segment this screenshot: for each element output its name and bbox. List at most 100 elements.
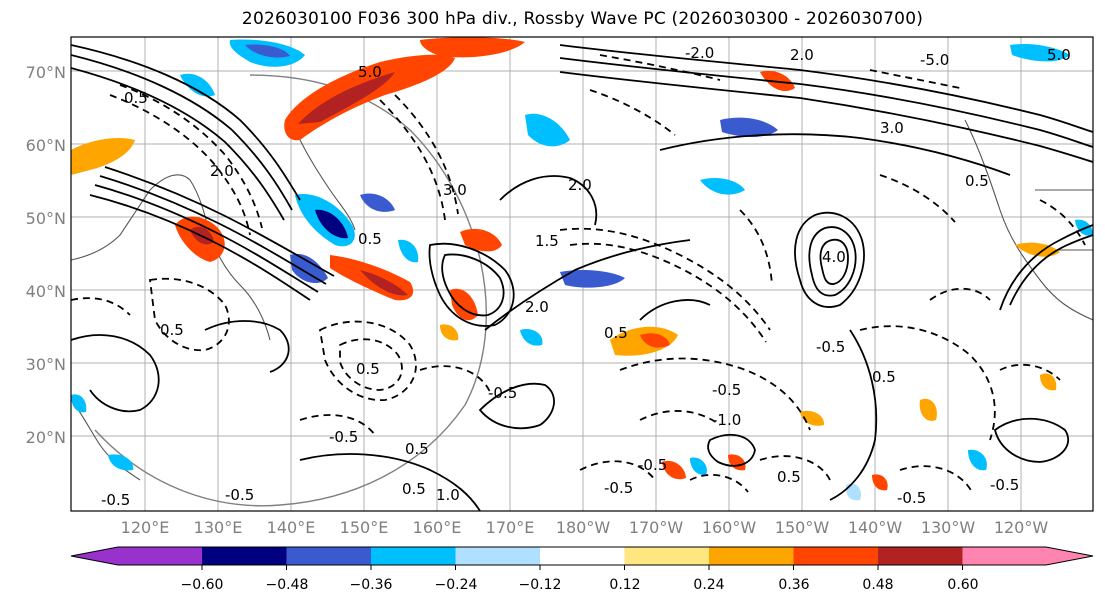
map-plot-area: 0.5 2.0 3.0 0.5 2.0 2.0 0.5 0.5 -0.5 0.5… bbox=[70, 36, 1094, 512]
contour-label: -0.5 bbox=[990, 476, 1019, 494]
contour-label: 2.0 bbox=[210, 162, 234, 180]
shade-positive bbox=[440, 324, 459, 341]
contour-label: 0.5 bbox=[402, 480, 426, 498]
contour-label: 4.0 bbox=[822, 248, 846, 266]
shade-positive bbox=[420, 37, 525, 58]
shade-positive bbox=[872, 474, 888, 491]
contour-label: 0.5 bbox=[160, 321, 184, 339]
solid-contours bbox=[71, 44, 1093, 511]
contour-label: -0.5 bbox=[604, 479, 633, 497]
contour-label: 2.0 bbox=[568, 176, 592, 194]
shade-negative bbox=[315, 209, 348, 239]
shade-negative bbox=[1010, 44, 1070, 62]
colorbar-tick-label: −0.60 bbox=[181, 577, 224, 593]
contour-label: 5.0 bbox=[358, 63, 382, 81]
colorbar-tick-label: 0.36 bbox=[778, 577, 809, 593]
contour-label: -5.0 bbox=[920, 51, 949, 69]
reference-arc bbox=[94, 74, 487, 507]
shade-negative bbox=[398, 239, 419, 263]
lat-label-20n: 20°N bbox=[26, 428, 66, 447]
contour-labels: 0.5 2.0 3.0 0.5 2.0 2.0 0.5 0.5 -0.5 0.5… bbox=[101, 44, 1071, 509]
colorbar-segment bbox=[286, 547, 371, 565]
lon-label: 140°W bbox=[848, 518, 903, 537]
shade-negative bbox=[180, 73, 215, 97]
contour-label: -0.5 bbox=[897, 489, 926, 507]
shade-positive bbox=[360, 270, 408, 296]
contour-label: -0.5 bbox=[225, 486, 254, 504]
shade-negative bbox=[360, 193, 395, 212]
colorbar-segment bbox=[71, 547, 202, 565]
contour-label: -0.5 bbox=[101, 491, 130, 509]
colorbar-segment bbox=[878, 547, 963, 565]
colorbar-segment bbox=[624, 547, 709, 565]
colorbar-tick-labels: −0.60 −0.48 −0.36 −0.24 −0.12 0.12 0.24 … bbox=[181, 577, 979, 593]
colorbar-tick-label: 0.24 bbox=[693, 577, 724, 593]
colorbar-segment bbox=[371, 547, 456, 565]
contour-label: 0.5 bbox=[777, 468, 801, 486]
shade-negative bbox=[108, 454, 134, 471]
shade-negative bbox=[71, 394, 87, 413]
contour-label: -0.5 bbox=[816, 338, 845, 356]
contour-label: 3.0 bbox=[443, 181, 467, 199]
shade-negative bbox=[560, 270, 625, 288]
lon-label: 160°W bbox=[702, 518, 757, 537]
shade-positive bbox=[800, 410, 825, 426]
lon-label: 170°E bbox=[486, 518, 535, 537]
shade-negative bbox=[968, 449, 987, 471]
contour-label: 0.5 bbox=[965, 172, 989, 190]
map-title: 2026030100 F036 300 hPa div., Rossby Wav… bbox=[241, 9, 924, 29]
lat-label-30n: 30°N bbox=[26, 355, 66, 374]
colorbar-tick-label: −0.36 bbox=[350, 577, 393, 593]
contour-label: 3.0 bbox=[880, 119, 904, 137]
longitude-labels: 120°E 130°E 140°E 150°E 160°E 170°E 180°… bbox=[121, 518, 1049, 537]
colorbar-segment bbox=[793, 547, 878, 565]
contour-label: 0.5 bbox=[358, 230, 382, 248]
colorbar: −0.60 −0.48 −0.36 −0.24 −0.12 0.12 0.24 … bbox=[70, 546, 1094, 593]
shade-positive bbox=[71, 138, 135, 175]
lon-label: 170°W bbox=[629, 518, 684, 537]
lat-label-50n: 50°N bbox=[26, 209, 66, 228]
shade-negative bbox=[720, 117, 778, 137]
contour-label: -0.5 bbox=[488, 384, 517, 402]
contour-label: 0.5 bbox=[405, 440, 429, 458]
shade-negative bbox=[520, 328, 543, 346]
lat-label-40n: 40°N bbox=[26, 282, 66, 301]
shade-positive bbox=[284, 54, 455, 141]
contour-label: -2.0 bbox=[685, 44, 714, 62]
contour-label: 0.5 bbox=[604, 324, 628, 342]
shade-negative bbox=[690, 457, 707, 476]
lat-label-60n: 60°N bbox=[26, 136, 66, 155]
latitude-labels: 70°N 60°N 50°N 40°N 30°N 20°N bbox=[26, 63, 66, 447]
shade-negative bbox=[700, 178, 745, 195]
contour-label: 2.0 bbox=[525, 298, 549, 316]
lon-label: 160°E bbox=[413, 518, 462, 537]
colorbar-tick-label: −0.48 bbox=[266, 577, 309, 593]
colorbar-tick-label: 0.12 bbox=[609, 577, 640, 593]
contour-label: 0.5 bbox=[356, 360, 380, 378]
graticule bbox=[71, 37, 1093, 511]
contour-label: -1.0 bbox=[712, 411, 741, 429]
colorbar-tick-label: 0.48 bbox=[862, 577, 893, 593]
lon-label: 150°W bbox=[775, 518, 830, 537]
shade-positive bbox=[919, 398, 937, 421]
colorbar-segment bbox=[709, 547, 794, 565]
contour-label: 1.0 bbox=[436, 486, 460, 504]
shade-negative bbox=[290, 253, 328, 284]
colorbar-tick-label: −0.12 bbox=[519, 577, 562, 593]
lon-label: 130°E bbox=[194, 518, 243, 537]
colorbar-segment bbox=[962, 547, 1093, 565]
shade-negative bbox=[525, 113, 570, 147]
colorbar-tick-label: 0.60 bbox=[947, 577, 978, 593]
colorbar-ticks bbox=[201, 565, 963, 570]
dashed-contours bbox=[71, 54, 1086, 493]
contour-label: -0.5 bbox=[329, 428, 358, 446]
lon-label: 150°E bbox=[340, 518, 389, 537]
map-frame bbox=[70, 36, 1094, 512]
lon-label: 180°W bbox=[556, 518, 611, 537]
contour-label: 2.0 bbox=[790, 46, 814, 64]
colorbar-segment bbox=[455, 547, 540, 565]
lon-label: 120°E bbox=[121, 518, 170, 537]
colorbar-segment bbox=[202, 547, 287, 565]
colorbar-outline bbox=[70, 546, 1094, 566]
